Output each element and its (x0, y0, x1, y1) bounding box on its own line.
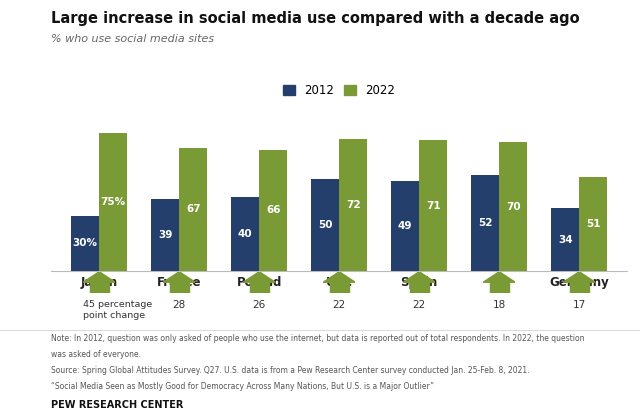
Polygon shape (163, 272, 195, 282)
Text: 50: 50 (318, 220, 332, 230)
Bar (179, 148, 207, 271)
Text: 28: 28 (173, 300, 186, 310)
Bar (551, 208, 579, 271)
Polygon shape (90, 282, 109, 293)
Polygon shape (83, 272, 115, 282)
Polygon shape (403, 272, 435, 282)
Text: 67: 67 (186, 205, 200, 214)
Text: 72: 72 (346, 200, 360, 210)
Bar (231, 197, 259, 271)
Text: 66: 66 (266, 205, 280, 215)
Bar (419, 140, 447, 271)
Bar (99, 133, 127, 271)
Text: Source: Spring Global Attitudes Survey. Q27. U.S. data is from a Pew Research Ce: Source: Spring Global Attitudes Survey. … (51, 366, 530, 375)
Polygon shape (483, 272, 515, 282)
Text: PEW RESEARCH CENTER: PEW RESEARCH CENTER (51, 400, 184, 410)
Bar (391, 181, 419, 271)
Polygon shape (410, 282, 429, 293)
Text: was asked of everyone.: was asked of everyone. (51, 350, 141, 359)
Bar (311, 179, 339, 271)
Bar (579, 177, 607, 271)
Polygon shape (250, 282, 269, 293)
Bar (259, 150, 287, 271)
Polygon shape (570, 282, 589, 293)
Polygon shape (330, 282, 349, 293)
Text: Large increase in social media use compared with a decade ago: Large increase in social media use compa… (51, 10, 580, 26)
Text: 75%: 75% (100, 197, 126, 207)
Bar (471, 176, 499, 271)
Text: % who use social media sites: % who use social media sites (51, 34, 214, 45)
Text: 45 percentage
point change: 45 percentage point change (83, 300, 152, 320)
Text: 22: 22 (413, 300, 426, 310)
Text: “Social Media Seen as Mostly Good for Democracy Across Many Nations, But U.S. is: “Social Media Seen as Mostly Good for De… (51, 382, 434, 391)
Text: 18: 18 (493, 300, 506, 310)
Text: 39: 39 (158, 230, 172, 240)
Text: 49: 49 (398, 221, 412, 231)
Legend: 2012, 2022: 2012, 2022 (278, 79, 400, 102)
Text: 71: 71 (426, 201, 440, 211)
Text: 51: 51 (586, 219, 600, 229)
Polygon shape (563, 272, 595, 282)
Bar (339, 139, 367, 271)
Polygon shape (323, 272, 355, 282)
Polygon shape (490, 282, 509, 293)
Text: 17: 17 (573, 300, 586, 310)
Bar (71, 216, 99, 271)
Text: 26: 26 (253, 300, 266, 310)
Text: 40: 40 (238, 229, 253, 239)
Polygon shape (170, 282, 189, 293)
Text: 52: 52 (478, 218, 492, 228)
Text: 22: 22 (333, 300, 346, 310)
Text: 70: 70 (506, 202, 520, 212)
Bar (151, 199, 179, 271)
Polygon shape (243, 272, 275, 282)
Text: 34: 34 (558, 235, 573, 245)
Bar (499, 142, 527, 271)
Text: 30%: 30% (73, 238, 98, 248)
Text: Note: In 2012, question was only asked of people who use the internet, but data : Note: In 2012, question was only asked o… (51, 334, 585, 343)
